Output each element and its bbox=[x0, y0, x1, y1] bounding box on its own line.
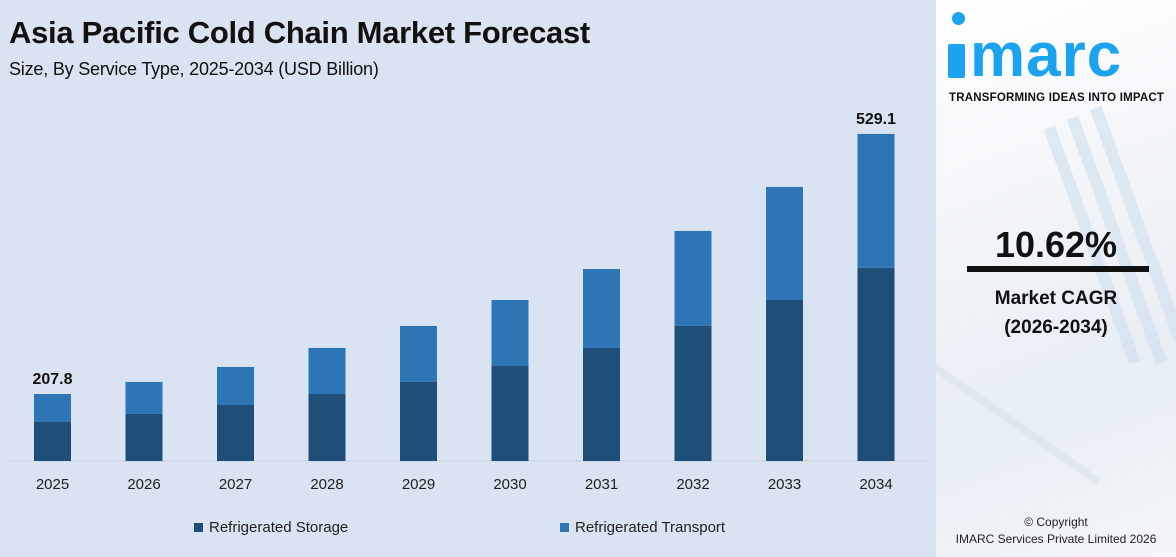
cagr-value: 10.62% bbox=[994, 224, 1118, 265]
x-tick-label: 2030 bbox=[493, 476, 526, 493]
x-tick-label: 2027 bbox=[219, 476, 252, 493]
logo-wordmark: marc bbox=[948, 12, 1122, 87]
legend-label-storage: Refrigerated Storage bbox=[209, 519, 349, 536]
cagr-period: (2026-2034) bbox=[1004, 317, 1108, 338]
bar-transport-2033 bbox=[766, 186, 803, 300]
bar-storage-2034 bbox=[857, 267, 895, 461]
copyright-line-2: IMARC Services Private Limited 2026 bbox=[955, 532, 1157, 546]
data-label-2025: 207.8 bbox=[32, 371, 72, 388]
stacked-bar-chart: 2025 207.8 2026 2027 2028 2029 2030 2031 2032 203… bbox=[6, 111, 928, 493]
bar-transport-2031 bbox=[583, 268, 620, 348]
bar-transport-2027 bbox=[217, 366, 254, 406]
x-tick-label: 2031 bbox=[585, 476, 618, 493]
legend: Refrigerated Storage Refrigerated Transp… bbox=[0, 519, 936, 539]
cagr-divider bbox=[967, 266, 1149, 272]
copyright-line-1: © Copyright bbox=[1024, 515, 1088, 529]
bar-storage-2027 bbox=[217, 405, 254, 461]
bar-storage-2033 bbox=[766, 299, 803, 461]
bar-storage-2031 bbox=[583, 347, 620, 461]
bar-transport-2026 bbox=[125, 381, 163, 414]
x-tick-label: 2026 bbox=[127, 476, 160, 493]
bar-transport-2032 bbox=[674, 230, 712, 326]
x-tick-label: 2029 bbox=[402, 476, 435, 493]
bar-storage-2032 bbox=[674, 325, 712, 461]
bar-transport-2025 bbox=[34, 393, 71, 422]
legend-swatch-transport bbox=[560, 523, 569, 532]
copyright: © Copyright IMARC Services Private Limit… bbox=[936, 514, 1176, 548]
x-tick-label: 2033 bbox=[768, 476, 801, 493]
x-tick-label: 2032 bbox=[676, 476, 709, 493]
x-tick-label: 2025 bbox=[36, 476, 69, 493]
legend-label-transport: Refrigerated Transport bbox=[575, 519, 726, 536]
bar-transport-2029 bbox=[400, 325, 437, 382]
bar-transport-2034 bbox=[857, 133, 895, 268]
cagr-label: Market CAGR (2026-2034) bbox=[936, 284, 1176, 342]
chart-subtitle: Size, By Service Type, 2025-2034 (USD Bi… bbox=[9, 59, 379, 79]
legend-item-transport: Refrigerated Transport bbox=[560, 519, 725, 536]
chart-title: Asia Pacific Cold Chain Market Forecast bbox=[9, 15, 590, 50]
bar-storage-2028 bbox=[308, 393, 346, 461]
cagr-label-text: Market CAGR bbox=[994, 288, 1118, 309]
bar-storage-2025 bbox=[34, 421, 71, 461]
x-tick-label: 2028 bbox=[310, 476, 343, 493]
bar-transport-2030 bbox=[491, 299, 529, 366]
bar-storage-2030 bbox=[491, 365, 529, 461]
bar-storage-2029 bbox=[400, 381, 437, 461]
legend-swatch-storage bbox=[194, 523, 203, 532]
side-panel: marc TRANSFORMING IDEAS INTO IMPACT 10.6… bbox=[936, 0, 1176, 557]
data-label-2034: 529.1 bbox=[856, 111, 896, 128]
legend-item-storage: Refrigerated Storage bbox=[194, 519, 348, 536]
logo-tagline: TRANSFORMING IDEAS INTO IMPACT bbox=[949, 92, 1165, 104]
background-decoration bbox=[936, 363, 1101, 485]
bar-transport-2028 bbox=[308, 347, 346, 394]
x-tick-label: 2034 bbox=[859, 476, 892, 493]
bar-storage-2026 bbox=[125, 413, 163, 461]
